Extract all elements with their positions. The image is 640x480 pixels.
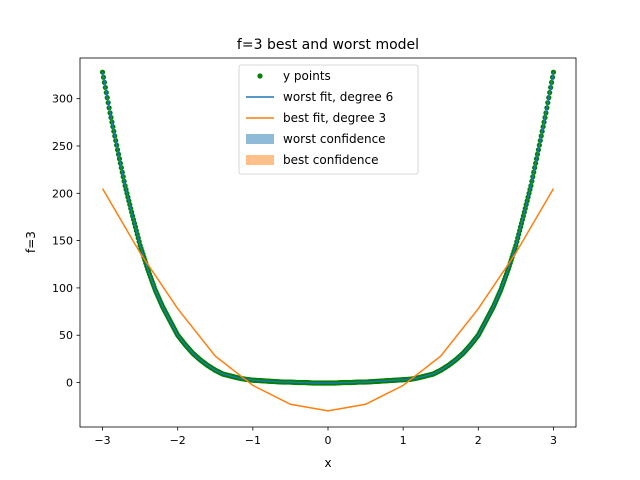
legend-label-worst-confidence: worst confidence xyxy=(283,132,386,146)
legend-marker-y-points xyxy=(257,73,263,79)
x-tick-label: −1 xyxy=(245,434,261,447)
y-tick-label: 200 xyxy=(52,187,73,200)
legend-box xyxy=(238,64,419,175)
x-tick-label: 2 xyxy=(475,434,482,447)
y-tick-label: 150 xyxy=(52,235,73,248)
y-tick-label: 0 xyxy=(66,377,73,390)
y-tick-label: 100 xyxy=(52,282,73,295)
legend: y points worst fit, degree 6 best fit, deg… xyxy=(238,64,419,175)
series-line-best-fit-degree-3 xyxy=(101,188,555,412)
legend-patch-best-confidence xyxy=(246,155,274,165)
x-tick-label: −2 xyxy=(170,434,186,447)
y-axis-label: f=3 xyxy=(24,231,38,253)
legend-patch-worst-confidence xyxy=(246,134,274,144)
legend-label-best-fit-degree-3: best fit, degree 3 xyxy=(283,111,386,125)
series-line-worst-fit-degree-6 xyxy=(101,72,555,384)
chart-title: f=3 best and worst model xyxy=(237,37,419,53)
data-point xyxy=(550,69,557,75)
y-tick-label: 50 xyxy=(59,329,73,342)
x-tick-label: −3 xyxy=(94,434,110,447)
y-tick-label: 250 xyxy=(52,140,73,153)
axes: −3 −2 −1 0 1 2 3 0 50 100 150 200 250 300 xyxy=(52,57,577,447)
y-tick-label: 300 xyxy=(52,93,73,106)
x-tick-label: 1 xyxy=(400,434,407,447)
legend-label-best-confidence: best confidence xyxy=(283,153,378,167)
x-tick-label: 3 xyxy=(550,434,557,447)
plot-content xyxy=(99,69,557,412)
x-axis-label: x xyxy=(324,456,331,470)
x-tick-label: 0 xyxy=(325,434,332,447)
legend-label-y-points: y points xyxy=(283,69,331,83)
legend-label-worst-fit-degree-6: worst fit, degree 6 xyxy=(283,90,393,104)
